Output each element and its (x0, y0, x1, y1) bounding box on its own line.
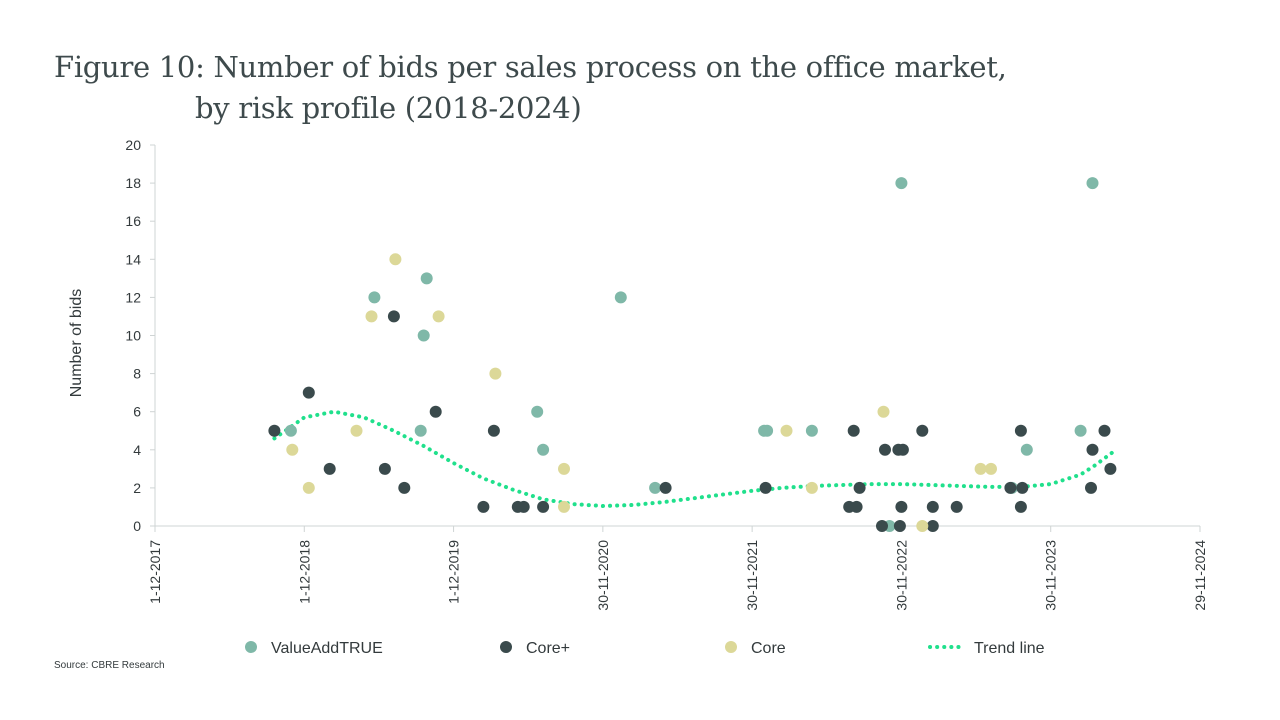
point-core (558, 462, 570, 475)
point-core-plus (517, 500, 530, 513)
point-core-plus (1014, 424, 1027, 437)
point-core-plus (950, 500, 963, 513)
y-tick-label: 0 (133, 518, 141, 534)
point-core-plus (387, 310, 400, 323)
point-valueaddtrue (1074, 424, 1087, 437)
trend-line-layer (272, 409, 1116, 509)
points-layer (268, 177, 1117, 532)
point-core-plus (853, 481, 866, 494)
axes-layer: 0 2 4 6 8 10 12 14 16 18 20 1-12-2017 1-12-2018 1-12-… (125, 137, 1208, 611)
point-core-plus (487, 424, 500, 437)
point-core (985, 462, 997, 475)
y-tick-label: 16 (125, 213, 141, 229)
point-core (432, 310, 445, 323)
point-core-plus (1014, 500, 1027, 513)
point-valueaddtrue (420, 272, 433, 285)
point-core-plus (876, 520, 888, 532)
point-core-plus (398, 481, 411, 494)
point-core (877, 405, 890, 418)
point-core (286, 443, 299, 456)
x-tick-label: 30-11-2021 (744, 540, 760, 611)
y-tick-label: 2 (133, 480, 141, 496)
point-core (780, 424, 793, 437)
point-core-plus (926, 500, 939, 513)
x-tick-label: 30-11-2023 (1043, 540, 1059, 611)
y-tick-label: 8 (133, 366, 141, 382)
point-valueaddtrue (1086, 177, 1099, 190)
point-core (302, 481, 315, 494)
point-valueaddtrue (805, 424, 818, 437)
y-tick-label: 10 (125, 328, 141, 344)
point-valueaddtrue (614, 291, 627, 304)
point-core-plus (323, 462, 336, 475)
point-core-plus (879, 443, 891, 456)
legend-label-core: Core (751, 640, 786, 657)
point-core (805, 481, 818, 494)
point-core-plus (916, 424, 929, 437)
point-core-plus (477, 500, 490, 513)
point-core-plus (1085, 481, 1097, 494)
x-tick-label: 30-11-2020 (595, 540, 611, 611)
source-note: Source: CBRE Research (54, 660, 165, 671)
point-core (365, 310, 378, 323)
point-core-plus (759, 481, 772, 494)
legend-label-valueaddtrue: ValueAddTRUE (271, 640, 383, 657)
point-valueaddtrue (1020, 443, 1033, 456)
trend-line (272, 409, 1116, 509)
chart-title-line-2: by risk profile (2018-2024) (195, 91, 582, 125)
y-tick-label: 6 (133, 404, 141, 420)
point-valueaddtrue (537, 443, 550, 456)
y-tick-label: 4 (133, 442, 141, 458)
point-core-plus (302, 386, 315, 399)
legend-label-core-plus: Core+ (526, 640, 570, 657)
y-tick-label: 20 (125, 137, 141, 153)
point-core-plus (926, 520, 939, 532)
point-core-plus (378, 462, 391, 475)
point-valueaddtrue (417, 329, 430, 342)
point-valueaddtrue (895, 177, 908, 190)
point-valueaddtrue (761, 424, 774, 437)
point-core-plus (1104, 462, 1117, 475)
y-tick-label: 14 (125, 251, 141, 267)
point-core-plus (850, 500, 863, 513)
point-core (389, 253, 402, 266)
point-core-plus (429, 405, 442, 418)
point-valueaddtrue (414, 424, 427, 437)
x-tick-label: 1-12-2019 (446, 540, 462, 604)
point-core-plus (1004, 481, 1017, 494)
x-tick-label: 1-12-2018 (296, 540, 312, 604)
point-core-plus (1016, 481, 1029, 494)
x-tick-label: 1-12-2017 (147, 540, 163, 604)
point-core (974, 462, 987, 475)
point-core (916, 520, 929, 532)
point-valueaddtrue (284, 424, 297, 437)
point-core-plus (659, 481, 672, 494)
point-valueaddtrue (649, 481, 662, 494)
chart-title-line-1: Figure 10: Number of bids per sales proc… (54, 50, 1007, 84)
point-core-plus (896, 443, 909, 456)
point-core-plus (893, 520, 906, 532)
point-core-plus (895, 500, 908, 513)
point-core (489, 367, 502, 380)
legend-marker-valueaddtrue (245, 641, 257, 653)
point-core (558, 500, 570, 513)
point-valueaddtrue (368, 291, 381, 304)
point-core-plus (537, 500, 550, 513)
point-core-plus (268, 424, 281, 437)
point-core-plus (1098, 424, 1111, 437)
point-core-plus (847, 424, 860, 437)
point-valueaddtrue (531, 405, 544, 418)
legend-marker-core-plus (500, 641, 512, 653)
y-tick-label: 12 (125, 289, 141, 305)
point-core (350, 424, 363, 437)
x-tick-label: 29-11-2024 (1192, 540, 1208, 611)
y-axis-label: Number of bids (68, 289, 85, 398)
x-tick-label: 30-11-2022 (893, 540, 909, 611)
y-tick-label: 18 (125, 175, 141, 191)
point-core-plus (1086, 443, 1099, 456)
legend-marker-core (725, 641, 737, 653)
legend-label-trend-line: Trend line (974, 640, 1045, 657)
legend: ValueAddTRUE Core+ Core Trend line (245, 640, 1045, 657)
